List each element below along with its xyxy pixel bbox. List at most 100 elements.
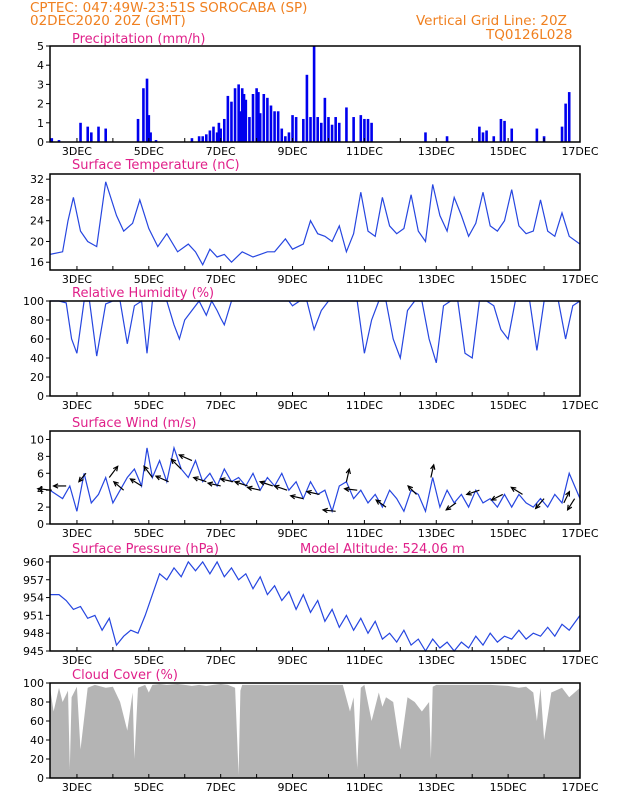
temperature-panel: Surface Temperature (nC) 16 20 24 28 32 3DEC 5D… bbox=[30, 158, 599, 286]
pressure-ytick-label: 951 bbox=[23, 609, 44, 622]
wind-arrow bbox=[258, 480, 273, 487]
precip-ytick-label: 1 bbox=[37, 117, 44, 130]
precip-bar bbox=[302, 118, 305, 142]
wind-arrow bbox=[78, 472, 87, 483]
precip-xtick-label: 17DEC bbox=[561, 145, 598, 158]
header-location: CPTEC: 047:49W-23:51S SOROCABA (SP) bbox=[30, 0, 308, 16]
temperature-ytick-label: 32 bbox=[30, 173, 44, 186]
precip-xtick-label: 13DEC bbox=[418, 145, 455, 158]
wind-arrow bbox=[178, 454, 193, 462]
precip-bar bbox=[445, 136, 449, 142]
precip-bar bbox=[201, 136, 205, 142]
header-model-code: TQ0126L028 bbox=[486, 27, 573, 43]
precip-bar bbox=[205, 134, 208, 142]
wind-arrow bbox=[143, 465, 153, 478]
humidity-series-line bbox=[50, 299, 581, 363]
precip-bar bbox=[309, 117, 312, 142]
wind-arrow bbox=[108, 465, 119, 478]
temperature-frame bbox=[49, 173, 581, 271]
pressure-xtick-label: 15DEC bbox=[490, 654, 527, 667]
precip-bar bbox=[345, 107, 348, 142]
precip-bar bbox=[215, 132, 219, 142]
precip-bar bbox=[240, 88, 244, 142]
humidity-panel: Relative Humidity (%) 0 20 40 60 80 100 3DEC 5DE… bbox=[23, 286, 599, 412]
precip-bar bbox=[208, 130, 212, 142]
temperature-ytick-label: 24 bbox=[30, 215, 44, 228]
precip-bar bbox=[217, 122, 221, 142]
wind-ytick-label: 0 bbox=[37, 518, 44, 531]
wind-arrow bbox=[219, 477, 234, 483]
precip-xtick-label: 11DEC bbox=[346, 145, 383, 158]
precip-bar bbox=[255, 88, 258, 142]
cloud-ytick-label: 40 bbox=[30, 734, 44, 747]
precip-bar bbox=[154, 140, 158, 142]
humidity-xtick-label: 3DEC bbox=[62, 399, 92, 412]
humidity-xtick-label: 17DEC bbox=[561, 399, 598, 412]
precip-bar bbox=[145, 78, 149, 142]
precip-bar bbox=[273, 111, 276, 142]
wind-arrow bbox=[206, 481, 221, 487]
humidity-xtick-label: 9DEC bbox=[277, 399, 307, 412]
wind-arrow bbox=[407, 485, 417, 495]
precip-bar bbox=[233, 88, 237, 142]
pressure-annotation: Model Altitude: 524.06 m bbox=[300, 542, 465, 557]
precip-bar bbox=[312, 46, 316, 142]
wind-arrow bbox=[273, 484, 288, 491]
precip-bar bbox=[212, 126, 215, 142]
precip-bar bbox=[149, 132, 152, 142]
precip-bar bbox=[510, 128, 514, 142]
precip-bar bbox=[230, 101, 233, 142]
humidity-xtick-label: 15DEC bbox=[490, 399, 527, 412]
temperature-xtick-label: 3DEC bbox=[62, 273, 92, 286]
humidity-ytick-label: 60 bbox=[30, 333, 44, 346]
wind-arrow bbox=[490, 493, 504, 501]
precip-bar bbox=[337, 122, 341, 142]
temperature-ytick-label: 20 bbox=[30, 235, 44, 248]
cloud-xtick-label: 15DEC bbox=[490, 781, 527, 794]
pressure-ytick-label: 945 bbox=[23, 645, 44, 658]
precip-xtick-label: 3DEC bbox=[62, 145, 92, 158]
header-run-time: 02DEC2020 20Z (GMT) bbox=[30, 13, 186, 29]
precip-bar bbox=[226, 95, 230, 142]
precip-bar bbox=[291, 115, 294, 142]
precip-bar bbox=[503, 120, 506, 142]
precip-panel: Precipitation (mm/h) 0 1 2 3 4 5 3DEC 5DEC 7DEC 9D… bbox=[37, 32, 599, 158]
precip-bar bbox=[481, 132, 485, 142]
temperature-ytick-label: 16 bbox=[30, 256, 44, 269]
precip-bar bbox=[359, 115, 363, 142]
wind-arrow bbox=[52, 483, 67, 489]
precip-bar bbox=[219, 128, 222, 142]
precip-bar bbox=[564, 103, 567, 142]
cloud-ytick-label: 80 bbox=[30, 696, 44, 709]
wind-ytick-label: 10 bbox=[30, 433, 44, 446]
precip-bar bbox=[535, 128, 539, 142]
precip-bar bbox=[276, 111, 280, 142]
precip-bar bbox=[485, 130, 488, 142]
cloud-cover-area bbox=[50, 684, 580, 778]
wind-arrow bbox=[445, 502, 457, 511]
humidity-ytick-label: 80 bbox=[30, 314, 44, 327]
cloud-ytick-label: 0 bbox=[37, 772, 44, 785]
precip-bar bbox=[251, 94, 255, 142]
temperature-ytick-label: 28 bbox=[30, 194, 44, 207]
precip-bar bbox=[284, 136, 287, 142]
humidity-ytick-label: 100 bbox=[23, 295, 44, 308]
pressure-ytick-label: 954 bbox=[23, 592, 44, 605]
precip-ytick-label: 5 bbox=[37, 40, 44, 53]
cloud-ytick-label: 60 bbox=[30, 715, 44, 728]
wind-arrow bbox=[430, 463, 436, 478]
wind-ytick-label: 4 bbox=[37, 484, 44, 497]
wind-arrow bbox=[192, 476, 207, 483]
precip-bar bbox=[287, 132, 291, 142]
cloud-xtick-label: 5DEC bbox=[134, 781, 164, 794]
precip-bar bbox=[424, 132, 427, 142]
precip-bar bbox=[478, 126, 481, 142]
wind-xtick-label: 7DEC bbox=[206, 527, 236, 540]
cloud-frame bbox=[49, 682, 581, 779]
pressure-xtick-label: 3DEC bbox=[62, 654, 92, 667]
pressure-ytick-label: 948 bbox=[23, 627, 44, 640]
humidity-xtick-label: 13DEC bbox=[418, 399, 455, 412]
pressure-xtick-label: 17DEC bbox=[561, 654, 598, 667]
precip-bar bbox=[334, 117, 337, 142]
